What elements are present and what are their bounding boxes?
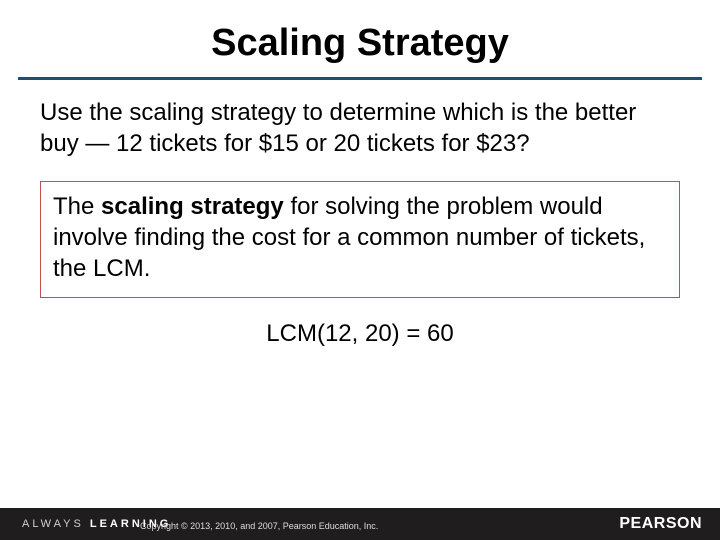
copyright-text: Copyright © 2013, 2010, and 2007, Pearso…: [140, 521, 378, 531]
footer-always: ALWAYS: [22, 518, 90, 530]
definition-box: The scaling strategy for solving the pro…: [40, 181, 680, 297]
slide: Scaling Strategy Use the scaling strateg…: [0, 0, 720, 540]
definition-bold: scaling strategy: [101, 193, 284, 220]
definition-pre: The: [53, 193, 101, 220]
slide-body: Use the scaling strategy to determine wh…: [0, 80, 720, 348]
slide-title: Scaling Strategy: [0, 0, 720, 77]
definition-text: The scaling strategy for solving the pro…: [53, 192, 667, 284]
intro-paragraph: Use the scaling strategy to determine wh…: [40, 98, 680, 159]
footer-brand: PEARSON: [619, 515, 702, 533]
lcm-equation: LCM(12, 20) = 60: [40, 320, 680, 348]
